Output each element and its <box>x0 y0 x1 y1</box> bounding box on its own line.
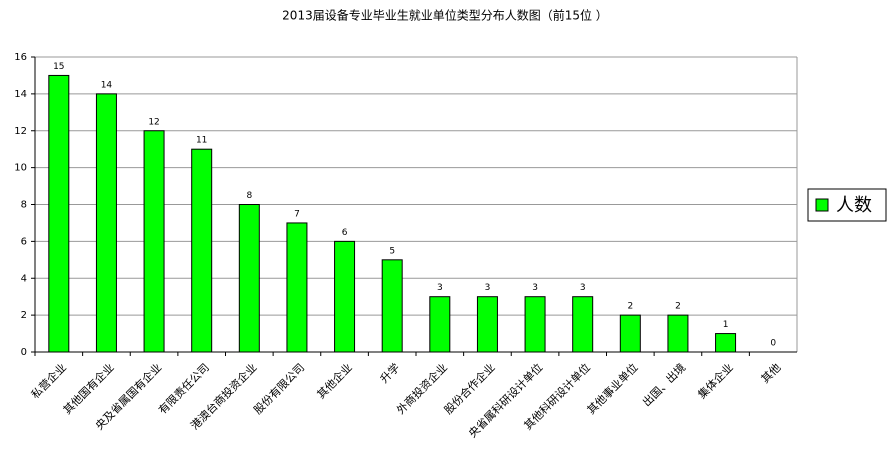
bar <box>524 296 546 353</box>
y-tick-label: 8 <box>21 200 27 211</box>
bar <box>143 130 165 353</box>
data-label: 3 <box>532 283 538 293</box>
bar <box>334 240 356 353</box>
data-label: 2 <box>675 302 681 312</box>
legend-swatch <box>815 198 829 212</box>
data-label: 5 <box>389 246 395 256</box>
bar <box>429 296 451 353</box>
y-tick-label: 4 <box>21 273 27 284</box>
data-label: 15 <box>53 62 64 72</box>
y-tick-label: 16 <box>14 52 27 63</box>
data-label: 0 <box>770 339 776 349</box>
data-label: 14 <box>101 80 113 90</box>
data-label: 6 <box>342 228 348 238</box>
y-tick-label: 12 <box>14 126 27 137</box>
bar <box>667 314 689 353</box>
data-label: 3 <box>437 283 443 293</box>
bar <box>238 204 260 353</box>
bar <box>476 296 498 353</box>
bar <box>715 333 737 353</box>
bar <box>286 222 308 353</box>
bar <box>381 259 403 353</box>
legend-label: 人数 <box>836 195 872 216</box>
bar <box>619 314 641 353</box>
y-tick-label: 6 <box>21 236 27 247</box>
y-tick-label: 0 <box>21 347 27 358</box>
data-label: 3 <box>580 283 586 293</box>
data-label: 3 <box>485 283 491 293</box>
y-tick-label: 14 <box>14 89 27 100</box>
chart-title: 2013届设备专业毕业生就业单位类型分布人数图（前15位 ） <box>282 8 608 23</box>
bar <box>191 148 213 353</box>
bar <box>48 74 70 353</box>
data-label: 2 <box>627 302 633 312</box>
bar <box>95 93 117 353</box>
legend-box <box>807 188 887 222</box>
data-label: 7 <box>294 209 300 219</box>
y-tick-label: 10 <box>14 163 27 174</box>
data-label: 11 <box>196 136 207 146</box>
data-label: 8 <box>246 191 252 201</box>
data-label: 1 <box>723 320 729 330</box>
data-label: 12 <box>148 117 159 127</box>
bar <box>572 296 594 353</box>
y-tick-label: 2 <box>21 310 27 321</box>
